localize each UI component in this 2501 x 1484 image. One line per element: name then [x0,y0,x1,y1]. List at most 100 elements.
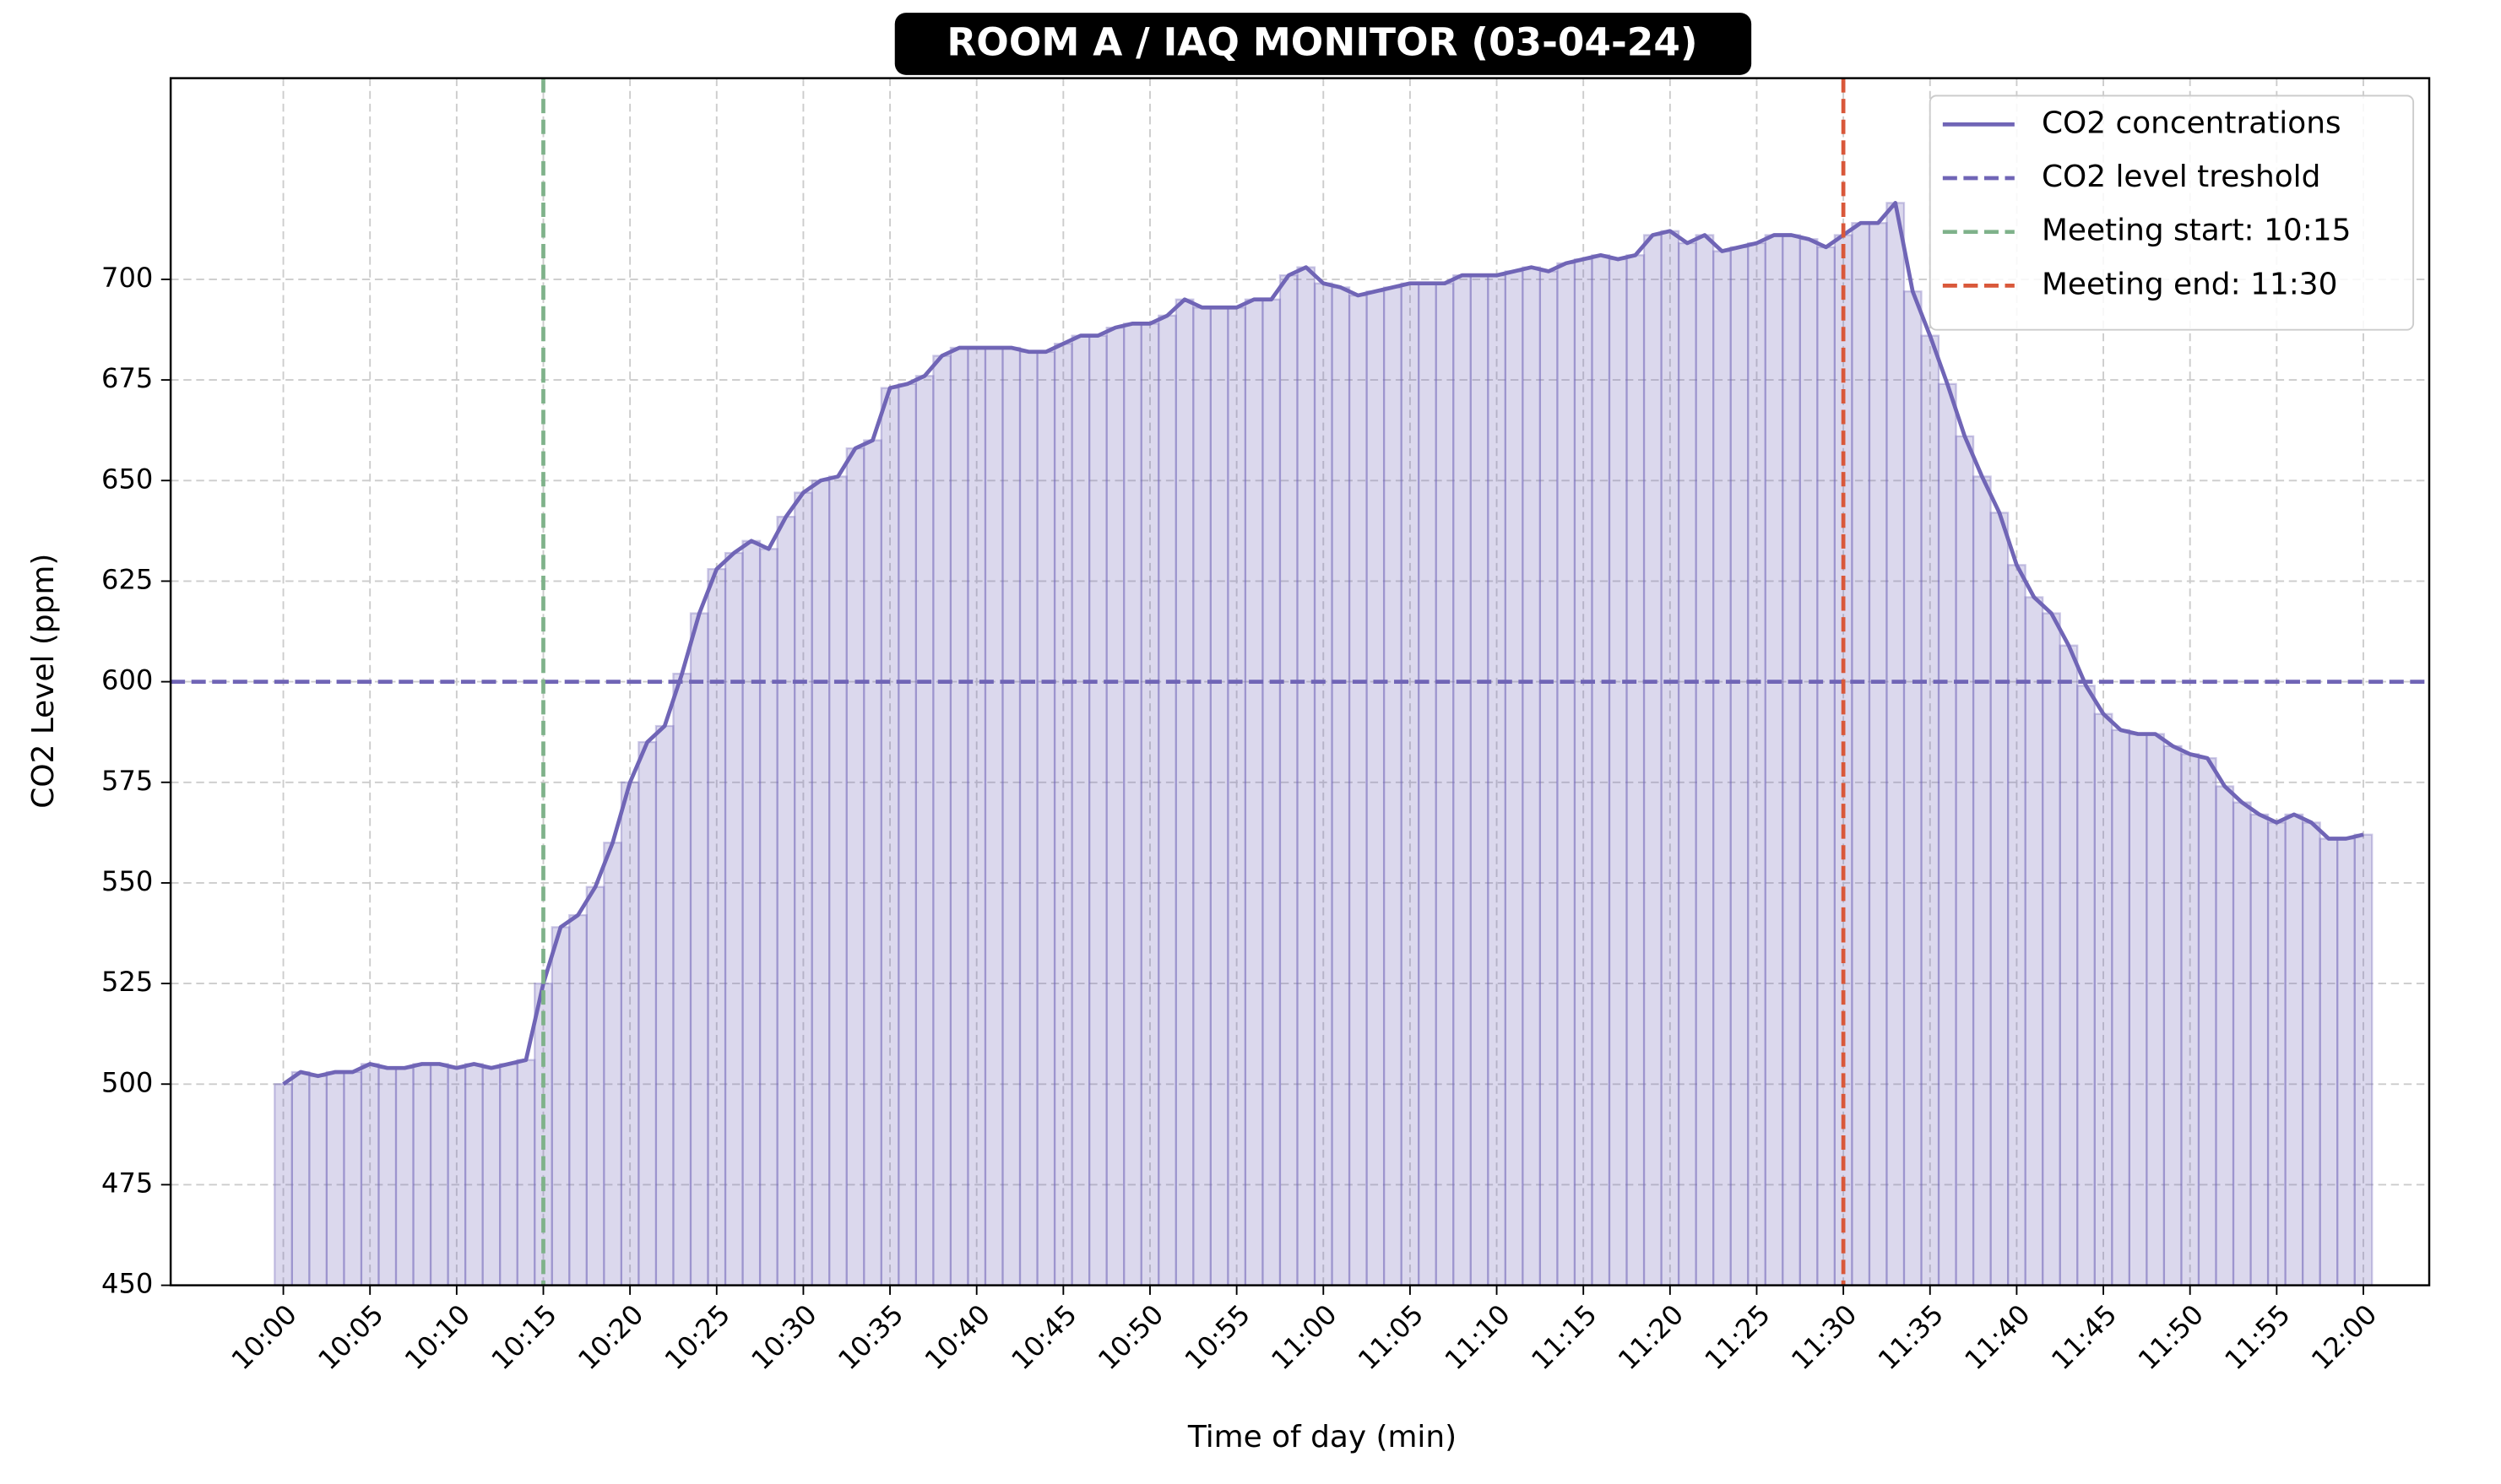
bar [1140,322,1160,1286]
bar [2302,821,2321,1286]
title-box [894,13,1752,75]
bar [274,1083,293,1286]
bar [794,491,813,1286]
bar [1522,266,1542,1286]
bar [1036,350,1056,1286]
bar [1677,241,1697,1286]
bar [2059,644,2079,1286]
bar [343,1070,363,1286]
bar [811,479,831,1286]
bar [1452,274,1472,1286]
bar [499,1063,518,1286]
y-axis-label: CO2 Level (ppm) [26,554,61,809]
legend: CO2 concentrations CO2 level treshold Meet… [1929,95,2415,331]
bar [1868,222,1888,1286]
x-tick-label: 10:15 [486,1298,563,1376]
bar [1244,298,1264,1286]
bar [2146,733,2166,1286]
bar [585,886,605,1286]
bar [603,842,623,1286]
bar [1001,346,1022,1286]
bar [2042,612,2061,1286]
bar [1175,298,1195,1286]
bar [1712,250,1732,1286]
x-tick-label: 11:30 [1785,1298,1863,1376]
bar [689,612,709,1286]
bar [620,781,640,1286]
bar [967,346,987,1286]
x-tick-label: 11:00 [1265,1298,1343,1376]
bar [1695,234,1715,1286]
y-tick-label: 575 [101,765,153,797]
bar [932,355,952,1286]
legend-label: Meeting start: 10:15 [2042,214,2351,248]
bar [1123,322,1142,1286]
bar [1625,254,1646,1286]
bar [481,1067,502,1286]
bar [1556,262,1576,1286]
x-tick-label: 11:40 [1958,1298,2036,1376]
x-tick-label: 10:45 [1005,1298,1082,1376]
bar [2024,596,2044,1286]
bar [551,926,571,1286]
y-tick-label: 525 [101,966,153,998]
x-tick-label: 10:40 [919,1298,996,1376]
bar [1885,202,1906,1286]
bar [1798,238,1819,1286]
x-tick-label: 10:20 [572,1298,649,1376]
bar [1729,246,1750,1286]
bar [1573,257,1593,1286]
bar [1053,343,1073,1286]
x-tick-label: 10:35 [832,1298,909,1376]
x-tick-label: 11:45 [2045,1298,2123,1376]
bar [863,439,882,1286]
bar [464,1063,484,1286]
bar [776,516,796,1286]
bar [654,724,675,1286]
plot-frame [169,77,2431,1286]
bar [1227,306,1247,1286]
bar [1469,274,1489,1286]
bar [637,740,658,1286]
bar [1504,270,1524,1286]
bar [1418,282,1437,1286]
bar [845,447,865,1286]
bar [1782,234,1801,1286]
bar [2093,712,2113,1286]
y-tick-label: 500 [101,1066,153,1098]
bar [1591,254,1611,1286]
bar [1365,290,1386,1286]
x-tick-label: 10:55 [1179,1298,1256,1376]
x-tick-label: 11:15 [1525,1298,1603,1376]
x-tick-label: 11:55 [2218,1298,2296,1376]
bar [1071,334,1091,1286]
bar [2336,837,2356,1286]
x-tick-label: 11:20 [1612,1298,1690,1376]
bar [758,548,779,1286]
bar [1989,512,2010,1286]
bar [707,567,727,1286]
x-tick-label: 11:35 [1872,1298,1950,1376]
bar [1642,234,1663,1286]
x-tick-label: 11:25 [1699,1298,1777,1376]
legend-label: CO2 concentrations [2042,106,2341,140]
bar [377,1067,398,1286]
legend-label: CO2 level treshold [2042,160,2320,194]
bar [308,1075,328,1286]
bar [1088,334,1108,1286]
bar [516,1059,536,1286]
bar [325,1070,345,1286]
bar [1851,222,1871,1286]
bar [1972,475,1992,1286]
bar [2215,785,2235,1286]
y-tick-label: 475 [101,1167,153,1199]
bar [412,1063,432,1286]
bar [2128,733,2148,1286]
bar [1348,294,1368,1286]
data-line [282,201,2364,1086]
bar [1764,234,1784,1286]
x-tick-label: 10:30 [745,1298,822,1376]
chart-title: ROOM A / IAQ MONITOR (03-04-24) [947,19,1697,64]
bar [568,913,588,1286]
